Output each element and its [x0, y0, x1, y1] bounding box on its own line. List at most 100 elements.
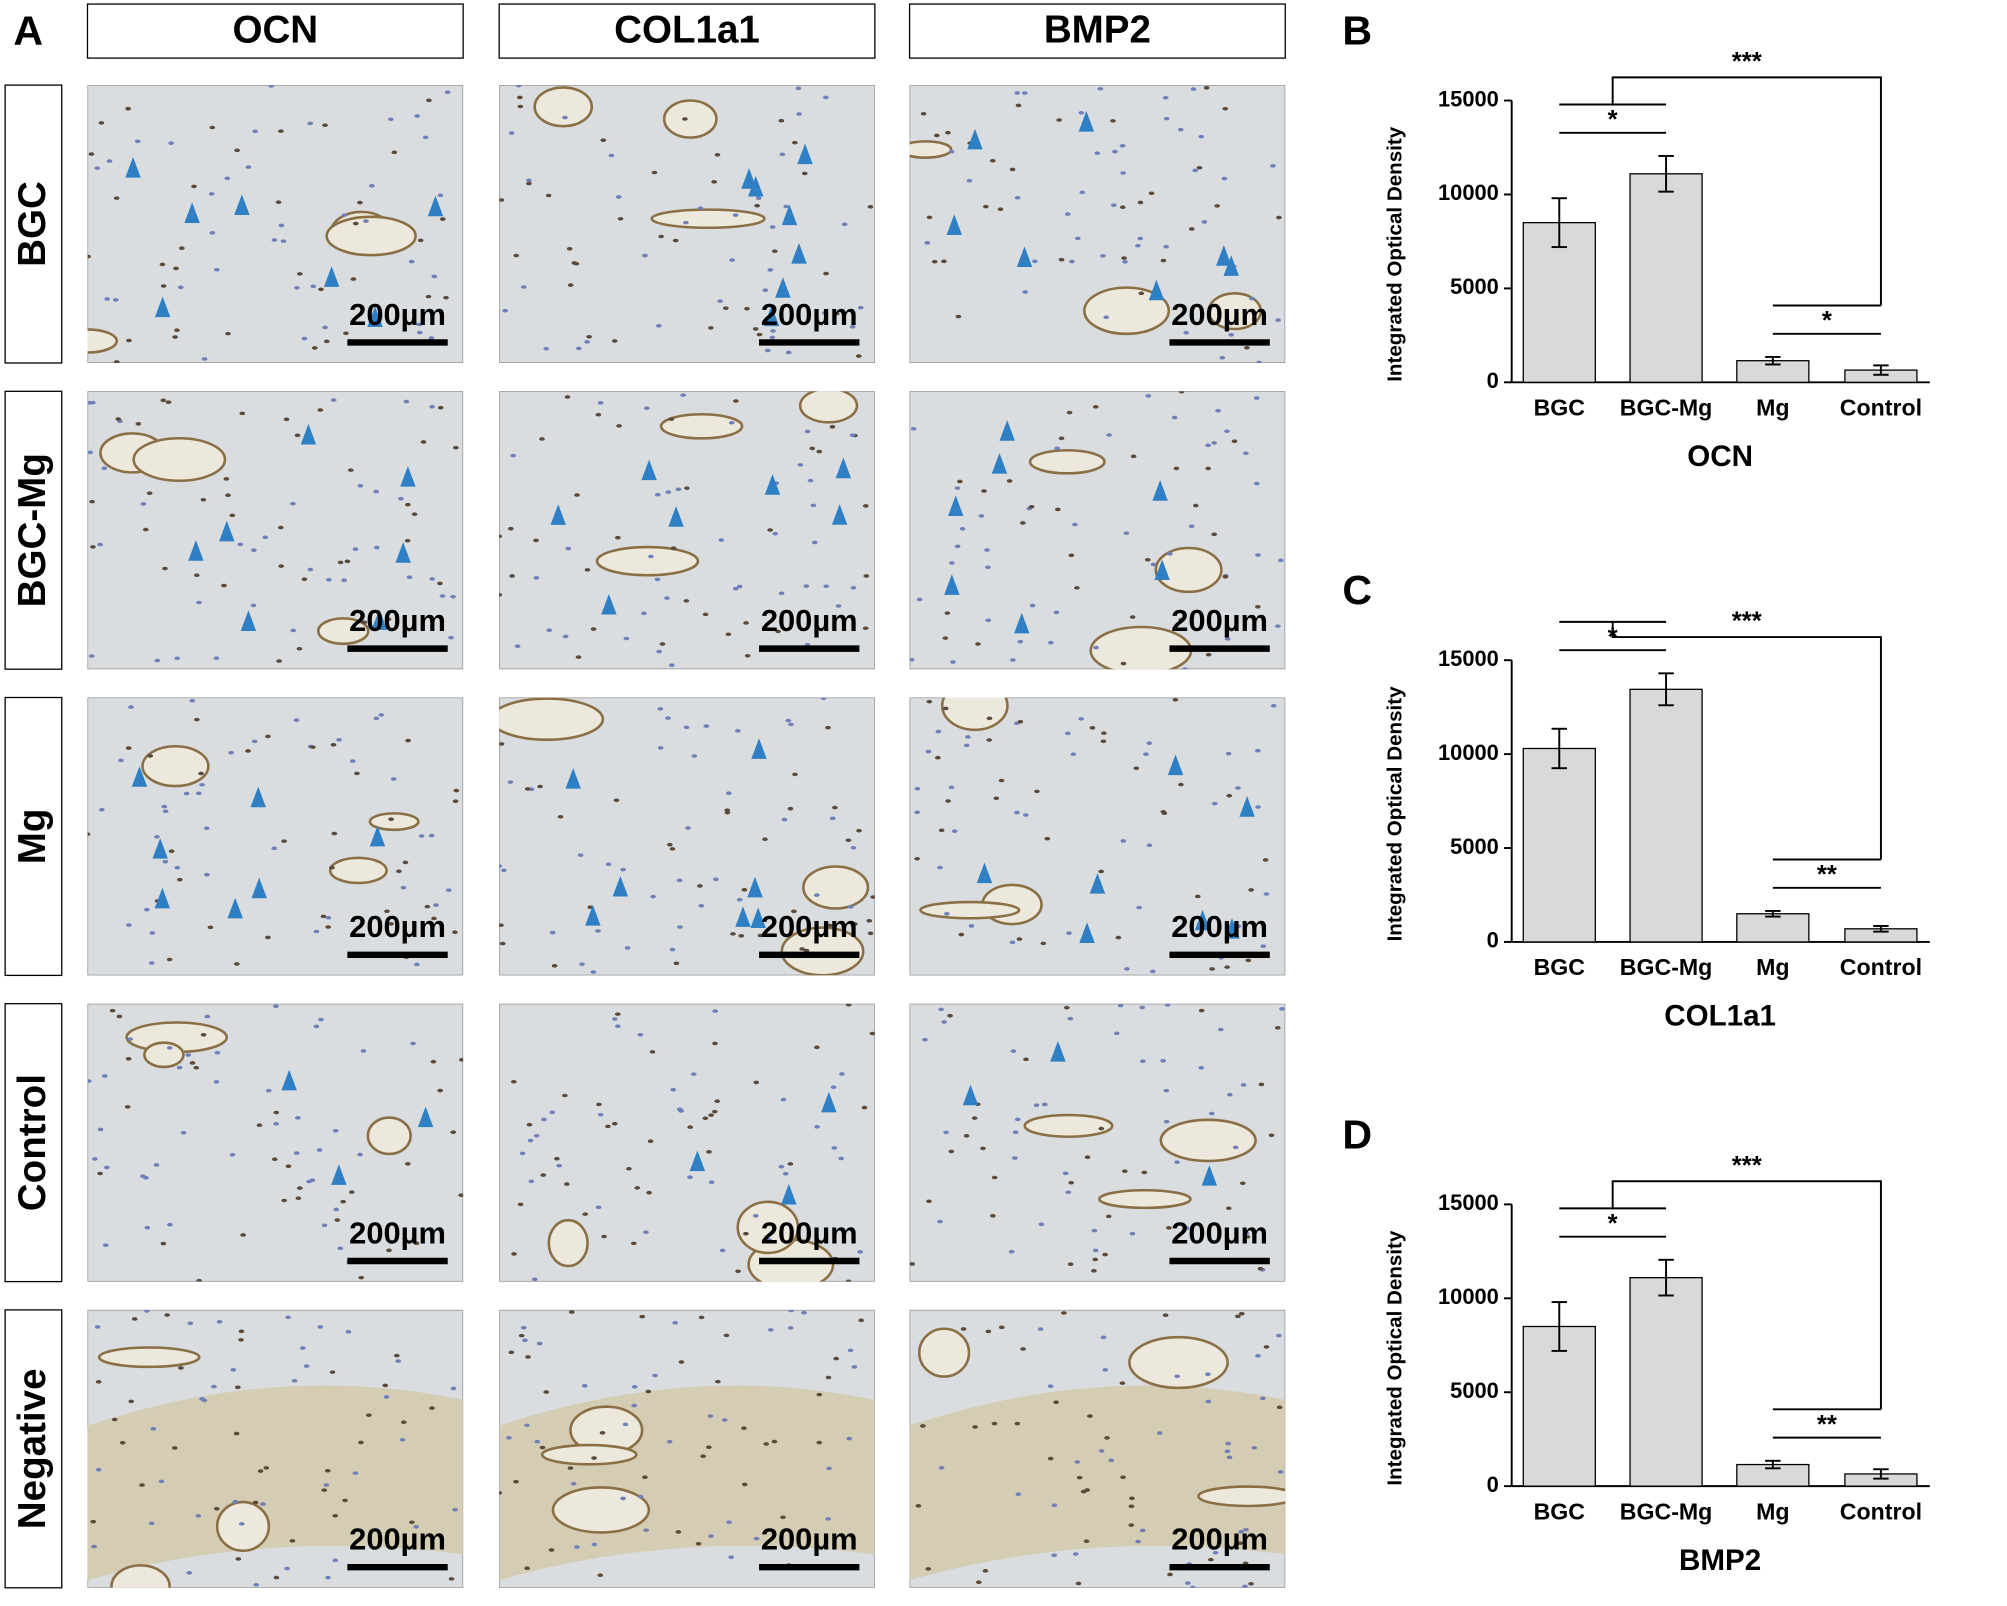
cell [318, 287, 324, 292]
cell [934, 133, 940, 138]
cell [654, 492, 661, 497]
cell [730, 932, 736, 936]
cell [1263, 892, 1270, 896]
cell [127, 1037, 133, 1041]
cell [1225, 1206, 1232, 1211]
arrowhead [946, 214, 963, 235]
cell [199, 782, 205, 787]
vessel [540, 1443, 638, 1466]
cell [1245, 958, 1252, 963]
cell [508, 1350, 515, 1355]
cell [833, 1356, 840, 1361]
cell [857, 305, 864, 310]
cell [216, 1320, 223, 1324]
cell [639, 1314, 646, 1319]
arrowhead [689, 1150, 706, 1172]
cell [1205, 1372, 1211, 1377]
scale-bar-label: 200µm [349, 1215, 446, 1250]
cell [95, 1380, 102, 1384]
cell [273, 1110, 280, 1115]
cell [171, 1446, 178, 1450]
arrowhead [791, 243, 807, 264]
significance-label: ** [1817, 1411, 1837, 1439]
cell [1238, 1529, 1245, 1534]
cell [533, 538, 539, 543]
cell [714, 153, 721, 157]
cell [172, 335, 178, 339]
arrowhead [154, 296, 171, 318]
cell [687, 1125, 694, 1129]
scale-bar-label: 200µm [761, 909, 858, 944]
cell [566, 247, 573, 251]
cell [318, 1017, 324, 1022]
y-tick-label: 15000 [1438, 1190, 1499, 1215]
arrowhead [641, 459, 657, 481]
arrowhead [1239, 796, 1255, 817]
cell [1224, 637, 1231, 641]
cell [539, 1445, 546, 1450]
cell [611, 1017, 618, 1021]
cell [577, 853, 584, 857]
cell [732, 586, 739, 591]
cell [1110, 203, 1117, 207]
cell [957, 479, 963, 484]
cell [724, 810, 731, 815]
cell [1258, 1082, 1265, 1087]
arrowhead [835, 457, 852, 479]
cell [926, 1199, 932, 1204]
cell [725, 791, 732, 795]
cell [404, 538, 411, 543]
cell [1014, 195, 1021, 200]
cell [1115, 935, 1122, 940]
cell [301, 577, 308, 582]
cell [125, 1057, 132, 1061]
cell [723, 1333, 730, 1338]
cell [915, 1504, 922, 1508]
cell [1124, 967, 1130, 971]
cell [735, 1269, 741, 1274]
cell [104, 1165, 110, 1170]
cell [273, 1575, 280, 1580]
cell [1279, 1007, 1285, 1011]
arrowhead [967, 128, 983, 150]
x-tick-label: Control [1840, 394, 1922, 420]
cell [299, 1346, 306, 1350]
cell [717, 299, 723, 303]
cell [1008, 1249, 1015, 1254]
cell [250, 603, 257, 608]
cell [233, 1431, 240, 1436]
cell [281, 1198, 288, 1203]
vessel [1154, 546, 1223, 594]
cell [154, 658, 161, 663]
cell [425, 294, 432, 299]
cell [125, 746, 132, 750]
cell [1156, 1431, 1163, 1435]
cell [846, 1436, 853, 1441]
cell [849, 433, 856, 437]
cell [728, 420, 735, 425]
cell [450, 1130, 457, 1134]
cell [296, 646, 303, 651]
cell [680, 393, 686, 397]
cell [576, 346, 582, 351]
cell [1010, 658, 1016, 662]
cell [499, 593, 503, 597]
cell [981, 489, 987, 493]
cell [839, 1072, 845, 1076]
cell [1014, 810, 1020, 815]
cell [1006, 479, 1013, 483]
cell [1120, 1475, 1126, 1480]
arrowhead [1224, 918, 1240, 939]
cell [1014, 1117, 1021, 1122]
cell [707, 326, 714, 330]
cell [334, 1218, 341, 1222]
scale-bar-label: 200µm [1171, 1215, 1268, 1250]
cell [870, 895, 875, 899]
vessel [547, 1218, 589, 1268]
cell [736, 897, 743, 902]
cell [684, 486, 690, 490]
cell [526, 1122, 533, 1127]
cell [386, 1248, 392, 1253]
cell [271, 846, 278, 851]
cell [937, 865, 943, 870]
